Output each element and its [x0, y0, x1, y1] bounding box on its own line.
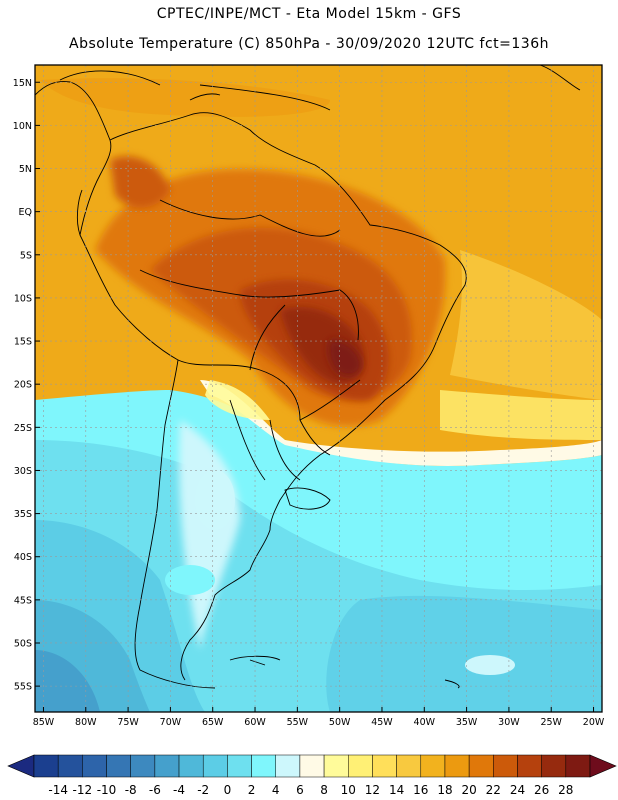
temperature-field: [35, 65, 602, 712]
lon-label: 30W: [498, 717, 520, 728]
colorbar-label: 12: [365, 783, 380, 797]
colorbar-label: -4: [173, 783, 185, 797]
colorbar-label: 4: [272, 783, 280, 797]
lon-label: 55W: [287, 717, 309, 728]
colorbar-label: 8: [320, 783, 328, 797]
lat-label: 35S: [14, 509, 32, 520]
lat-label: 5S: [20, 250, 32, 261]
lon-label: 65W: [202, 717, 224, 728]
title-line-1: CPTEC/INPE/MCT - Eta Model 15km - GFS: [156, 6, 462, 22]
colorbar-swatch: [468, 754, 494, 778]
colorbar-swatch: [299, 754, 325, 778]
coastlines: [35, 65, 581, 689]
colorbar-swatch: [82, 754, 107, 778]
colorbar-label: -6: [149, 783, 161, 797]
colorbar-label: 0: [224, 783, 232, 797]
lon-label: 80W: [75, 717, 97, 728]
lat-label: 15S: [14, 337, 32, 348]
colorbar-swatch: [130, 754, 156, 778]
colorbar-label: -12: [73, 783, 93, 797]
lat-label: 20S: [14, 380, 32, 391]
colorbar-swatch: [323, 754, 349, 778]
latitude-labels: 15N 10N 5N EQ 5S 10S 15S 20S 25S 30S 35S 40S 45S 50S 5…: [13, 78, 40, 693]
colorbar-swatch: [420, 754, 446, 778]
colorbar-swatch: [517, 754, 542, 778]
colorbar-swatch: [178, 754, 204, 778]
lon-label: 70W: [160, 717, 182, 728]
colorbar-label: 14: [389, 783, 404, 797]
lat-label: 30S: [14, 466, 32, 477]
lon-label: 40W: [414, 717, 436, 728]
colorbar-label: -2: [197, 783, 209, 797]
colorbar-swatch: [372, 754, 397, 778]
lat-label: 25S: [14, 423, 32, 434]
longitude-labels: 85W 80W 75W 70W 65W 60W 55W 50W 45W 40W 35W 30W 25W 2…: [33, 707, 605, 728]
lat-label: 15N: [13, 78, 32, 89]
colorbar-label: 2: [248, 783, 256, 797]
colorbar-label: 16: [413, 783, 428, 797]
lat-label: EQ: [19, 207, 32, 218]
colorbar-label: -14: [48, 783, 68, 797]
lon-label: 25W: [540, 717, 562, 728]
lon-label: 85W: [33, 717, 55, 728]
lat-label: 40S: [14, 552, 32, 563]
colorbar-swatch: [106, 754, 131, 778]
lat-label: 10N: [13, 121, 32, 132]
colorbar-swatch: [565, 754, 591, 778]
lat-label: 50S: [14, 638, 32, 649]
colorbar-swatch: [251, 754, 276, 778]
colorbar-swatch: [348, 754, 373, 778]
lat-label: 55S: [14, 682, 32, 693]
colorbar-labels: -14 -12 -10 -8 -6 -4 -2 0 2 4 6 8 10 12 14 16 18 20 22 24 26…: [48, 783, 573, 797]
lon-label: 75W: [117, 717, 139, 728]
colorbar-label: 26: [534, 783, 549, 797]
colorbar-swatch: [493, 754, 518, 778]
lon-label: 20W: [583, 717, 605, 728]
colorbar-swatch: [154, 754, 180, 778]
colorbar-left-cap: [7, 754, 35, 778]
colorbar-swatch: [202, 754, 228, 778]
lon-label: 60W: [244, 717, 266, 728]
lat-label: 10S: [14, 293, 32, 304]
colorbar-label: 24: [510, 783, 525, 797]
colorbar-label: 22: [486, 783, 501, 797]
colorbar-swatch: [396, 754, 422, 778]
lat-label: 45S: [14, 595, 32, 606]
lon-label: 45W: [371, 717, 393, 728]
colorbar-label: 20: [461, 783, 476, 797]
colorbar-label: 10: [341, 783, 356, 797]
lat-label: 5N: [19, 164, 32, 175]
colorbar-swatch: [33, 754, 59, 778]
colorbar-label: 6: [296, 783, 304, 797]
map-frame: [34, 64, 603, 713]
colorbar-swatch: [275, 754, 301, 778]
lon-label: 50W: [329, 717, 351, 728]
lon-label: 35W: [456, 717, 478, 728]
colorbar-swatch: [227, 754, 252, 778]
colorbar-right-cap: [589, 754, 617, 778]
colorbar-label: -8: [125, 783, 137, 797]
colorbar-swatch: [444, 754, 470, 778]
colorbar-label: -10: [97, 783, 117, 797]
colorbar-swatch: [541, 754, 567, 778]
colorbar-swatch: [57, 754, 83, 778]
colorbar: [7, 754, 617, 778]
colorbar-label: 28: [558, 783, 573, 797]
title-line-2: Absolute Temperature (C) 850hPa - 30/09/…: [69, 36, 549, 52]
colorbar-label: 18: [437, 783, 452, 797]
